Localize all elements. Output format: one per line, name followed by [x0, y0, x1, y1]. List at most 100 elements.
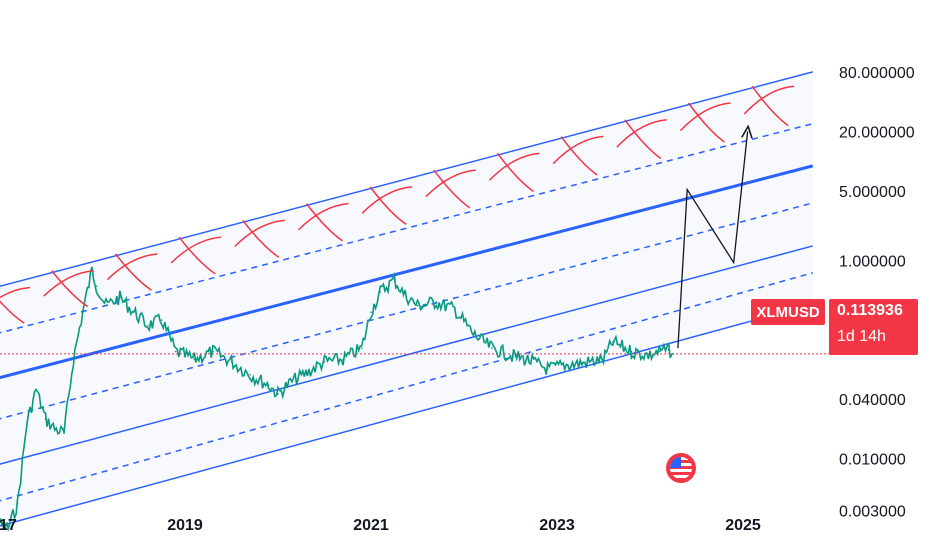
y-tick-label: 0.010000	[839, 452, 906, 469]
y-tick-label: 20.000000	[839, 125, 915, 142]
x-axis[interactable]: 2017 2019 2021 2023 2025	[0, 517, 761, 534]
channel-line-5	[0, 245, 813, 465]
data-point	[379, 291, 382, 293]
data-point	[147, 324, 149, 327]
cross-mark-stroke	[51, 270, 89, 308]
x-tick-label: 2019	[167, 517, 203, 534]
cross-marks	[0, 85, 795, 324]
data-point	[528, 359, 530, 362]
price-series	[0, 266, 675, 532]
channel-band	[0, 165, 813, 465]
cross-mark-stroke	[679, 102, 731, 132]
cross-mark-stroke	[361, 186, 413, 214]
channel-line-6	[0, 272, 813, 502]
cross-mark-stroke	[114, 253, 152, 291]
data-point	[174, 350, 177, 353]
cross-mark-stroke	[305, 203, 343, 242]
channel-line-1	[0, 71, 813, 288]
data-point	[667, 349, 670, 351]
data-point	[291, 380, 293, 383]
data-point	[249, 373, 251, 376]
cross-mark-stroke	[560, 136, 598, 176]
cross-mark-stroke	[687, 102, 725, 143]
cross-mark-stroke	[433, 169, 471, 209]
data-point	[342, 358, 344, 361]
data-point	[160, 319, 163, 321]
cross-mark-stroke	[425, 169, 476, 198]
channel-band	[0, 245, 813, 526]
bar-countdown: 1d 14h	[837, 328, 886, 345]
price-line-series	[0, 266, 674, 532]
data-point	[509, 354, 512, 357]
data-point	[453, 308, 456, 311]
cross-mark-stroke	[496, 152, 534, 193]
data-point	[305, 372, 307, 375]
symbol-label: XLMUSD	[751, 299, 825, 325]
data-point	[435, 301, 437, 303]
data-point	[612, 341, 614, 343]
last-price-label: 0.113936 1d 14h	[829, 299, 918, 355]
x-tick-label: 2021	[353, 517, 389, 534]
y-axis[interactable]: 80.00000020.0000005.0000001.0000000.2000…	[839, 65, 915, 520]
data-point	[119, 296, 121, 299]
data-point	[44, 418, 47, 420]
last-price-value: 0.113936	[837, 302, 903, 319]
data-point	[16, 502, 19, 505]
channel-band	[0, 71, 813, 378]
data-point	[54, 427, 56, 430]
data-point	[602, 358, 605, 361]
data-point	[7, 526, 10, 529]
data-point	[81, 311, 84, 313]
data-point	[546, 368, 549, 370]
us-flag-icon[interactable]	[666, 453, 696, 483]
cross-mark-stroke	[242, 219, 280, 258]
data-point	[584, 362, 586, 364]
channel-lines	[0, 71, 814, 527]
cross-mark-stroke	[234, 219, 285, 247]
data-point	[565, 364, 568, 366]
cross-mark-stroke	[178, 236, 216, 275]
data-point	[649, 354, 651, 357]
data-point	[658, 350, 661, 353]
cross-mark-stroke	[43, 269, 94, 297]
y-tick-label: 1.000000	[839, 253, 906, 270]
data-point	[630, 350, 633, 353]
data-point	[230, 360, 233, 363]
channel-line-7	[0, 303, 813, 527]
y-tick-label: 0.003000	[839, 503, 906, 520]
x-tick-label: 2023	[539, 517, 575, 534]
data-point	[133, 311, 135, 313]
channel-line-3	[0, 164, 814, 380]
data-point	[277, 392, 279, 395]
cross-mark-stroke	[170, 236, 222, 264]
data-point	[402, 293, 405, 295]
x-tick-label: 2017	[0, 517, 17, 534]
cross-mark-stroke	[488, 152, 540, 181]
data-point	[72, 358, 75, 361]
projection-path	[677, 132, 748, 349]
cross-mark-stroke	[616, 119, 667, 148]
data-point	[393, 278, 396, 281]
data-point	[472, 333, 475, 335]
data-point	[63, 432, 65, 435]
data-point	[35, 388, 37, 391]
y-tick-label: 80.000000	[839, 65, 915, 82]
data-point	[323, 360, 326, 363]
cross-mark-stroke	[552, 135, 604, 165]
cross-mark-stroke	[369, 186, 407, 225]
cross-mark-stroke	[743, 85, 795, 115]
data-point	[212, 350, 214, 353]
cross-mark-stroke	[0, 286, 31, 299]
y-tick-label: 0.040000	[839, 392, 906, 409]
y-tick-label: 5.000000	[839, 184, 906, 201]
cross-mark-stroke	[0, 300, 25, 324]
data-point	[193, 358, 196, 361]
channel-fill	[0, 71, 813, 526]
data-point	[491, 347, 493, 349]
data-point	[26, 421, 28, 424]
data-point	[416, 304, 419, 307]
data-point	[105, 304, 107, 307]
data-point	[370, 311, 372, 313]
data-point	[672, 353, 675, 355]
